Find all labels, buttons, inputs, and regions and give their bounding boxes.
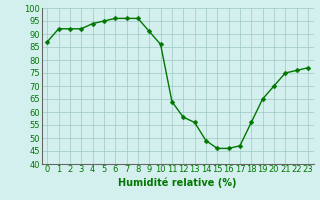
X-axis label: Humidité relative (%): Humidité relative (%)	[118, 177, 237, 188]
